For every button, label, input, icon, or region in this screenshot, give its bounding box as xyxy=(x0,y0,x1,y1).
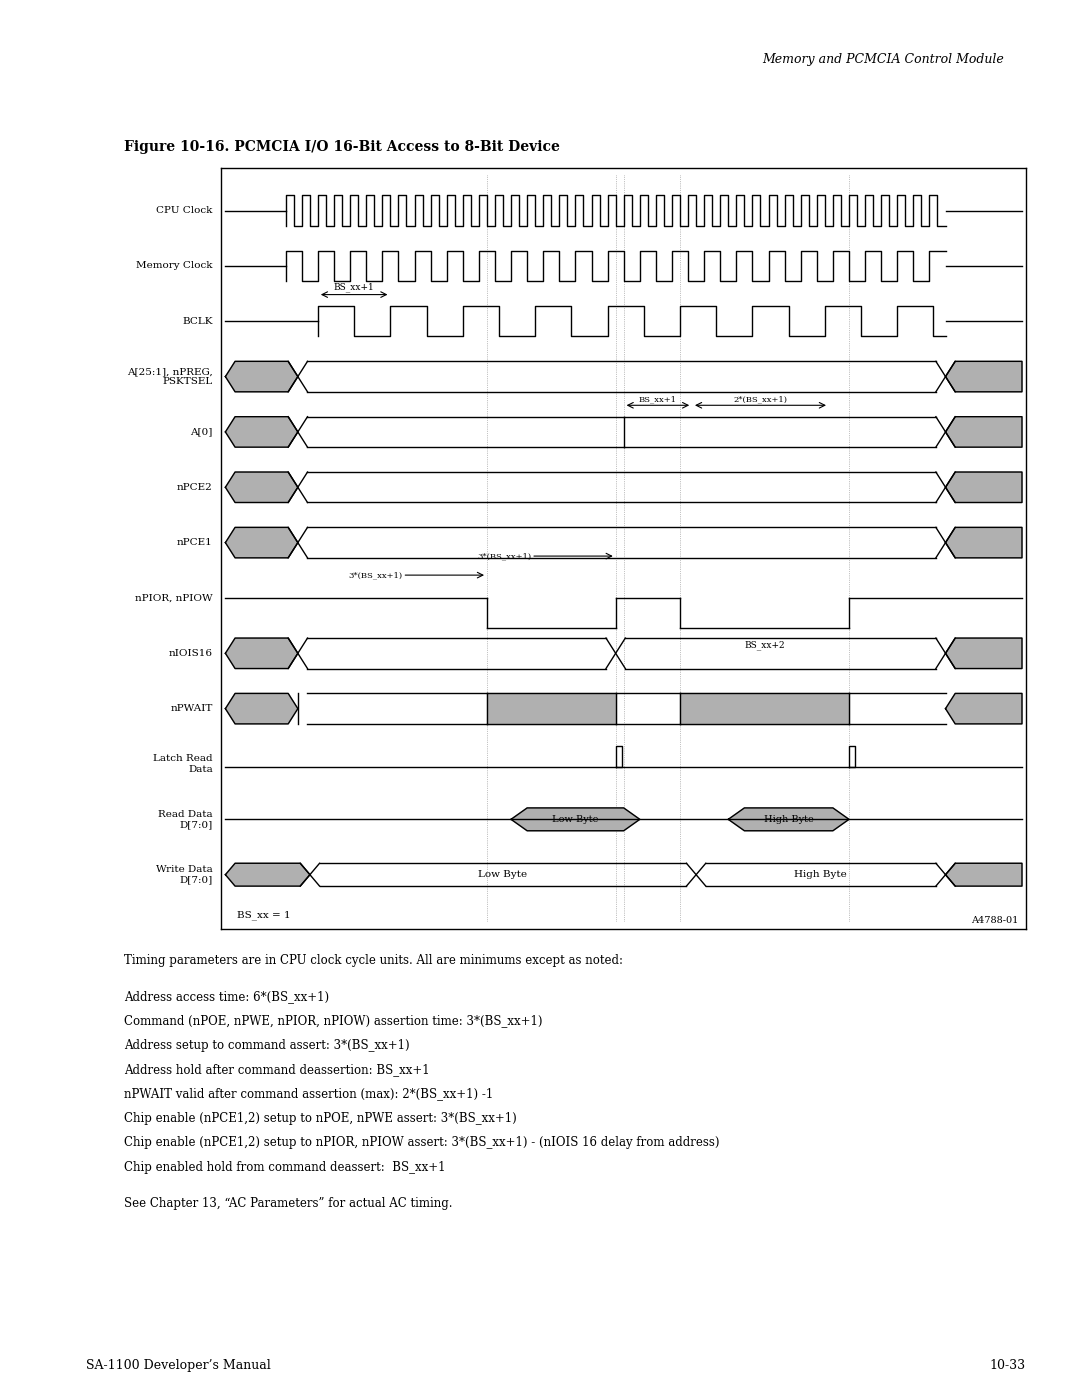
Polygon shape xyxy=(226,638,298,669)
Text: 3*(BS_xx+1): 3*(BS_xx+1) xyxy=(477,552,531,560)
Text: BCLK: BCLK xyxy=(183,317,213,326)
Text: Write Data
D[7:0]: Write Data D[7:0] xyxy=(156,865,213,884)
Text: Low Byte: Low Byte xyxy=(552,814,598,824)
Text: Address access time: 6*(BS_xx+1): Address access time: 6*(BS_xx+1) xyxy=(124,989,329,1003)
Text: CPU Clock: CPU Clock xyxy=(157,205,213,215)
Polygon shape xyxy=(226,362,298,391)
Text: 3*(BS_xx+1): 3*(BS_xx+1) xyxy=(349,571,403,580)
Text: 2*(BS_xx+1): 2*(BS_xx+1) xyxy=(733,395,787,402)
Text: High Byte: High Byte xyxy=(764,814,813,824)
Polygon shape xyxy=(680,693,849,724)
Text: nIOIS16: nIOIS16 xyxy=(168,648,213,658)
Text: nPWAIT valid after command assertion (max): 2*(BS_xx+1) -1: nPWAIT valid after command assertion (ma… xyxy=(124,1088,494,1101)
Polygon shape xyxy=(728,807,849,831)
Text: Latch Read
Data: Latch Read Data xyxy=(153,754,213,774)
Text: Chip enable (nPCE1,2) setup to nPOE, nPWE assert: 3*(BS_xx+1): Chip enable (nPCE1,2) setup to nPOE, nPW… xyxy=(124,1112,517,1125)
Text: Figure 10-16. PCMCIA I/O 16-Bit Access to 8-Bit Device: Figure 10-16. PCMCIA I/O 16-Bit Access t… xyxy=(124,140,561,154)
Polygon shape xyxy=(226,472,298,503)
Text: BS_xx+1: BS_xx+1 xyxy=(334,282,375,292)
Text: A[0]: A[0] xyxy=(190,427,213,436)
Text: A4788-01: A4788-01 xyxy=(971,916,1018,925)
Text: High Byte: High Byte xyxy=(795,870,847,879)
Polygon shape xyxy=(511,807,639,831)
Polygon shape xyxy=(946,472,1022,503)
Polygon shape xyxy=(946,416,1022,447)
Polygon shape xyxy=(226,528,298,557)
Text: BS_xx+2: BS_xx+2 xyxy=(744,640,785,650)
Text: Chip enable (nPCE1,2) setup to nPIOR, nPIOW assert: 3*(BS_xx+1) - (nIOIS 16 dela: Chip enable (nPCE1,2) setup to nPIOR, nP… xyxy=(124,1137,719,1150)
Text: nPCE1: nPCE1 xyxy=(177,538,213,548)
Text: BS_xx = 1: BS_xx = 1 xyxy=(238,911,292,919)
Text: Low Byte: Low Byte xyxy=(478,870,527,879)
Text: BS_xx+1: BS_xx+1 xyxy=(639,395,677,402)
Text: nPIOR, nPIOW: nPIOR, nPIOW xyxy=(135,594,213,602)
Text: Address hold after command deassertion: BS_xx+1: Address hold after command deassertion: … xyxy=(124,1063,430,1076)
Text: Command (nPOE, nPWE, nPIOR, nPIOW) assertion time: 3*(BS_xx+1): Command (nPOE, nPWE, nPIOR, nPIOW) asser… xyxy=(124,1014,543,1027)
Polygon shape xyxy=(226,693,298,724)
Polygon shape xyxy=(946,362,1022,391)
Polygon shape xyxy=(487,693,616,724)
Polygon shape xyxy=(226,416,298,447)
Polygon shape xyxy=(226,863,310,886)
Polygon shape xyxy=(946,863,1022,886)
Text: Read Data
D[7:0]: Read Data D[7:0] xyxy=(158,810,213,828)
Text: 10-33: 10-33 xyxy=(990,1359,1026,1372)
Text: SA-1100 Developer’s Manual: SA-1100 Developer’s Manual xyxy=(86,1359,271,1372)
Polygon shape xyxy=(946,693,1022,724)
Polygon shape xyxy=(946,528,1022,557)
Text: Memory Clock: Memory Clock xyxy=(136,261,213,271)
Text: A[25:1], nPREG,
PSKTSEL: A[25:1], nPREG, PSKTSEL xyxy=(127,367,213,387)
Text: Chip enabled hold from command deassert:  BS_xx+1: Chip enabled hold from command deassert:… xyxy=(124,1161,446,1173)
Text: Timing parameters are in CPU clock cycle units. All are minimums except as noted: Timing parameters are in CPU clock cycle… xyxy=(124,954,623,967)
Text: nPWAIT: nPWAIT xyxy=(171,704,213,712)
Text: See Chapter 13, “AC Parameters” for actual AC timing.: See Chapter 13, “AC Parameters” for actu… xyxy=(124,1197,453,1210)
Text: nPCE2: nPCE2 xyxy=(177,483,213,492)
Text: Address setup to command assert: 3*(BS_xx+1): Address setup to command assert: 3*(BS_x… xyxy=(124,1039,409,1052)
Polygon shape xyxy=(946,638,1022,669)
Text: Memory and PCMCIA Control Module: Memory and PCMCIA Control Module xyxy=(762,53,1004,66)
